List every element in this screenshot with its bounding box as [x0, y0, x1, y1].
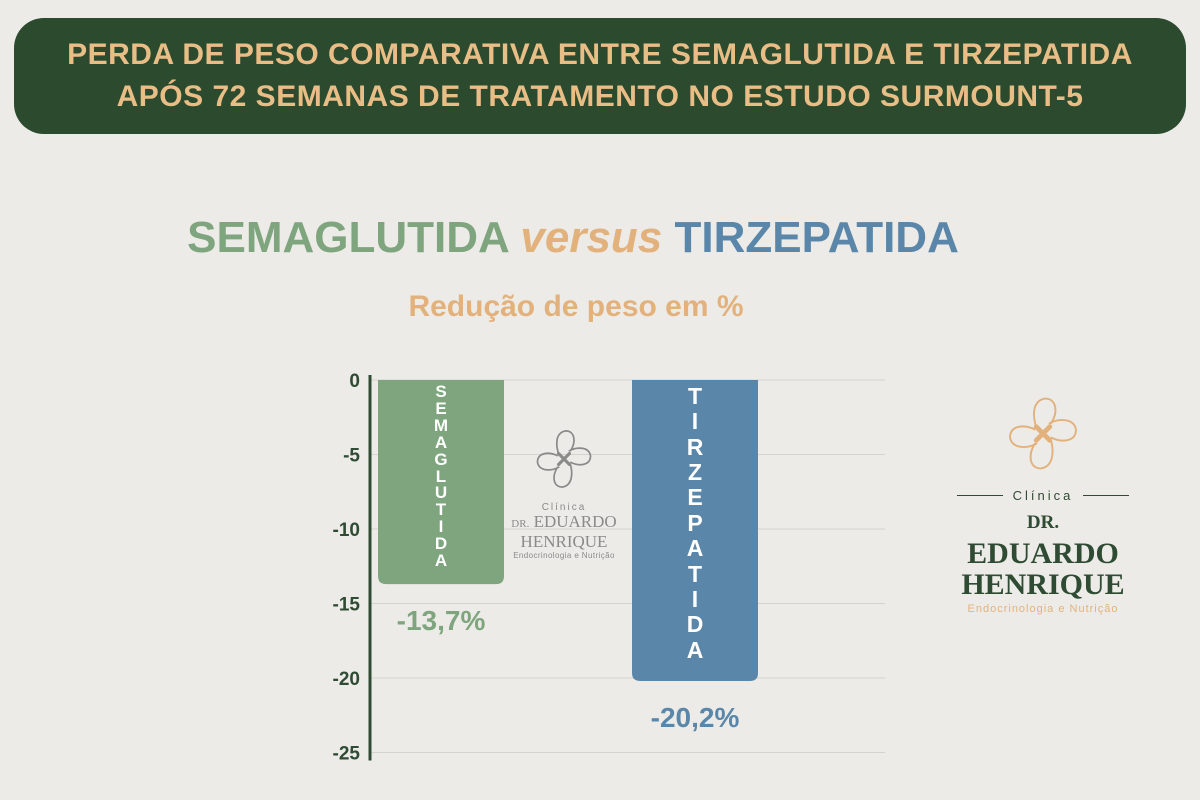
y-tick-label: -20	[333, 669, 360, 690]
bar-category-letter: S	[435, 382, 447, 401]
bar-category-letter: A	[434, 432, 448, 452]
watermark-name-line-2: HENRIQUE	[520, 532, 608, 551]
y-tick-label: -15	[333, 595, 361, 616]
bar-category-letter: I	[438, 517, 444, 537]
flower-logo-icon	[536, 430, 592, 488]
bar-category-letter: D	[434, 534, 448, 554]
bar-category-letter: E	[435, 398, 447, 418]
logo-name-line-2: HENRIQUE	[961, 568, 1125, 601]
y-tick-label: -25	[333, 744, 361, 765]
watermark-clinica: Clínica	[541, 502, 587, 513]
bar-category-letter: A	[686, 636, 704, 663]
data-label: -20,2%	[651, 702, 740, 733]
watermark-name-line-1: DR. EDUARDO	[511, 512, 617, 531]
bar-category-letter: P	[687, 509, 703, 536]
bar-category-letter: I	[691, 408, 699, 435]
bar-category-letter: A	[686, 535, 704, 562]
data-label: -13,7%	[397, 605, 486, 636]
comparison-subtitle: SEMAGLUTIDA versus TIRZEPATIDA	[0, 213, 1146, 263]
bar-category-letter: R	[686, 433, 704, 460]
title-line-1: PERDA DE PESO COMPARATIVA ENTRE SEMAGLUT…	[67, 38, 1133, 71]
bar-category-letter: Z	[687, 459, 703, 486]
bar-chart: 0 -5 -10 -15 -20 -25 -13,7% -20,2%	[333, 371, 885, 765]
logo-clinica-row: Clínica	[957, 488, 1129, 503]
logo-specialty: Endocrinologia e Nutrição	[967, 603, 1119, 615]
bar	[632, 380, 758, 681]
bar-category-letter: I	[691, 585, 699, 612]
watermark-specialty: Endocrinologia e Nutrição	[513, 551, 615, 560]
title-line-2: APÓS 72 SEMANAS DE TRATAMENTO NO ESTUDO …	[116, 80, 1084, 113]
bar-category-letter: A	[434, 551, 448, 571]
title-banner: PERDA DE PESO COMPARATIVA ENTRE SEMAGLUT…	[14, 18, 1186, 134]
y-tick-label: 0	[349, 371, 360, 392]
bar-category-letter: E	[687, 484, 703, 511]
bar	[378, 380, 504, 585]
bar-category-letter: D	[686, 611, 704, 638]
logo-name-line-1: DR. EDUARDO	[967, 512, 1119, 570]
y-tick-label: -10	[333, 520, 360, 541]
bar-category-letter: T	[435, 500, 447, 520]
bar-category-letter: L	[435, 466, 447, 486]
subtitle-versus: versus	[520, 213, 663, 262]
subtitle-tirzepatida: TIRZEPATIDA	[674, 213, 959, 262]
bar-category-letter: M	[433, 415, 449, 435]
y-tick-label: -5	[343, 446, 360, 467]
bar-category-letter: T	[687, 383, 703, 409]
watermark-logo: Clínica DR. EDUARDO HENRIQUE Endocrinolo…	[506, 420, 622, 560]
subtitle-semaglutida: SEMAGLUTIDA	[187, 213, 509, 262]
bar-category-letter: U	[434, 483, 448, 503]
bar-category-letter: T	[687, 560, 703, 587]
flower-logo-icon	[1009, 397, 1077, 470]
metric-label: Redução de peso em %	[408, 290, 744, 323]
clinic-logo: Clínica DR. EDUARDO HENRIQUE Endocrinolo…	[950, 385, 1136, 615]
bar-category-letter: G	[434, 449, 448, 469]
logo-clinica: Clínica	[1012, 488, 1074, 503]
